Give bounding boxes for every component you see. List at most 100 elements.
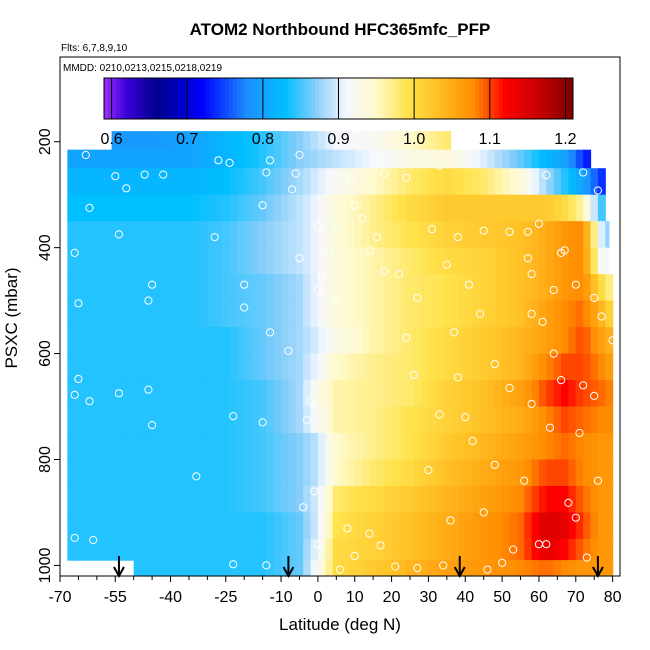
sample-point [214, 156, 223, 165]
heatmap-cell [192, 274, 201, 302]
x-tick-label: 60 [530, 589, 548, 606]
heatmap-cell [258, 485, 267, 514]
heatmap-cell [561, 433, 570, 461]
heatmap-cell [369, 168, 378, 196]
heatmap-cell [82, 485, 91, 514]
heatmap-cell [502, 247, 511, 275]
heatmap-cell [450, 538, 459, 561]
heatmap-cell [597, 433, 606, 461]
heatmap-cell [472, 485, 481, 514]
heatmap-cell [561, 560, 570, 577]
heatmap-cell [354, 247, 363, 275]
heatmap-cell [222, 512, 231, 540]
heatmap-cell [251, 485, 260, 514]
heatmap-cell [67, 485, 76, 514]
heatmap-cell [133, 221, 142, 249]
heatmap-cell [266, 300, 275, 328]
colorbar-segment [432, 78, 437, 119]
sample-point [262, 168, 271, 177]
heatmap-cell [561, 485, 570, 514]
heatmap-cell [236, 380, 245, 408]
heatmap-cell [398, 485, 407, 514]
heatmap-cell [568, 149, 577, 169]
heatmap-cell [384, 247, 393, 275]
heatmap-cell [111, 327, 120, 355]
heatmap-cell [413, 433, 422, 461]
heatmap-cell [288, 131, 297, 151]
heatmap-cell [133, 168, 142, 196]
heatmap-cell [435, 149, 444, 169]
heatmap-cell [465, 194, 474, 222]
heatmap-cell [413, 406, 422, 434]
sample-point [229, 560, 238, 569]
heatmap-cell [281, 221, 290, 249]
heatmap-cell [516, 300, 525, 328]
heatmap-cell [480, 380, 488, 408]
colorbar-segment [420, 78, 425, 119]
heatmap-cell [502, 274, 511, 302]
heatmap-cell [229, 274, 238, 302]
heatmap-cell [538, 459, 547, 487]
heatmap-cell [494, 485, 503, 514]
heatmap-cell [236, 221, 245, 249]
heatmap-cell [126, 300, 135, 328]
heatmap-cell [546, 433, 555, 461]
heatmap-cell [141, 149, 150, 169]
heatmap-cell [332, 353, 341, 381]
heatmap-cell [192, 327, 201, 355]
heatmap-cell [575, 560, 584, 577]
heatmap-cell [443, 221, 452, 249]
heatmap-cell [487, 485, 496, 514]
heatmap-cell [509, 194, 518, 222]
heatmap-cell [553, 406, 562, 434]
heatmap-cell [295, 459, 304, 487]
heatmap-cell [177, 459, 186, 487]
heatmap-cell [450, 512, 459, 540]
heatmap-cell [384, 168, 393, 196]
heatmap-cell [391, 538, 400, 561]
x-tick-label: 20 [383, 589, 401, 606]
heatmap-cell [590, 274, 599, 302]
heatmap-cell [347, 327, 356, 355]
heatmap-cell [251, 459, 260, 487]
heatmap-cell [163, 300, 172, 328]
heatmap-cell [531, 459, 540, 487]
heatmap-cell [126, 406, 135, 434]
heatmap-cell [391, 300, 400, 328]
heatmap-cell [465, 485, 474, 514]
heatmap-cell [325, 538, 334, 561]
sample-point [365, 246, 374, 255]
heatmap-cell [509, 149, 518, 169]
heatmap-cell [325, 485, 334, 514]
sample-points [70, 133, 617, 574]
sample-point [428, 225, 437, 234]
heatmap-cell [421, 194, 430, 222]
sample-point [560, 246, 569, 255]
heatmap-cell [457, 274, 466, 302]
heatmap-cell [96, 194, 105, 222]
heatmap-cell [369, 512, 378, 540]
colorbar-segment [487, 78, 492, 119]
heatmap-cell [96, 274, 105, 302]
sample-point [479, 226, 488, 235]
colorbar-segment [225, 78, 230, 119]
heatmap-cell [605, 512, 614, 540]
heatmap-cell [170, 380, 179, 408]
heatmap-cell [457, 560, 466, 577]
heatmap-cell [435, 194, 444, 222]
heatmap-cell [141, 560, 150, 577]
heatmap-cell [67, 538, 76, 561]
heatmap-cell [141, 221, 150, 249]
heatmap-cell [502, 538, 511, 561]
heatmap-cell [185, 194, 194, 222]
colorbar-segment [569, 78, 574, 119]
heatmap-cell [317, 512, 326, 540]
heatmap-cell [583, 194, 592, 222]
heatmap-cell [384, 194, 393, 222]
heatmap-cell [413, 274, 422, 302]
heatmap-cell [465, 538, 474, 561]
heatmap-cell [487, 353, 496, 381]
heatmap-cell [273, 512, 282, 540]
heatmap-cell [148, 168, 157, 196]
heatmap-cell [457, 247, 466, 275]
